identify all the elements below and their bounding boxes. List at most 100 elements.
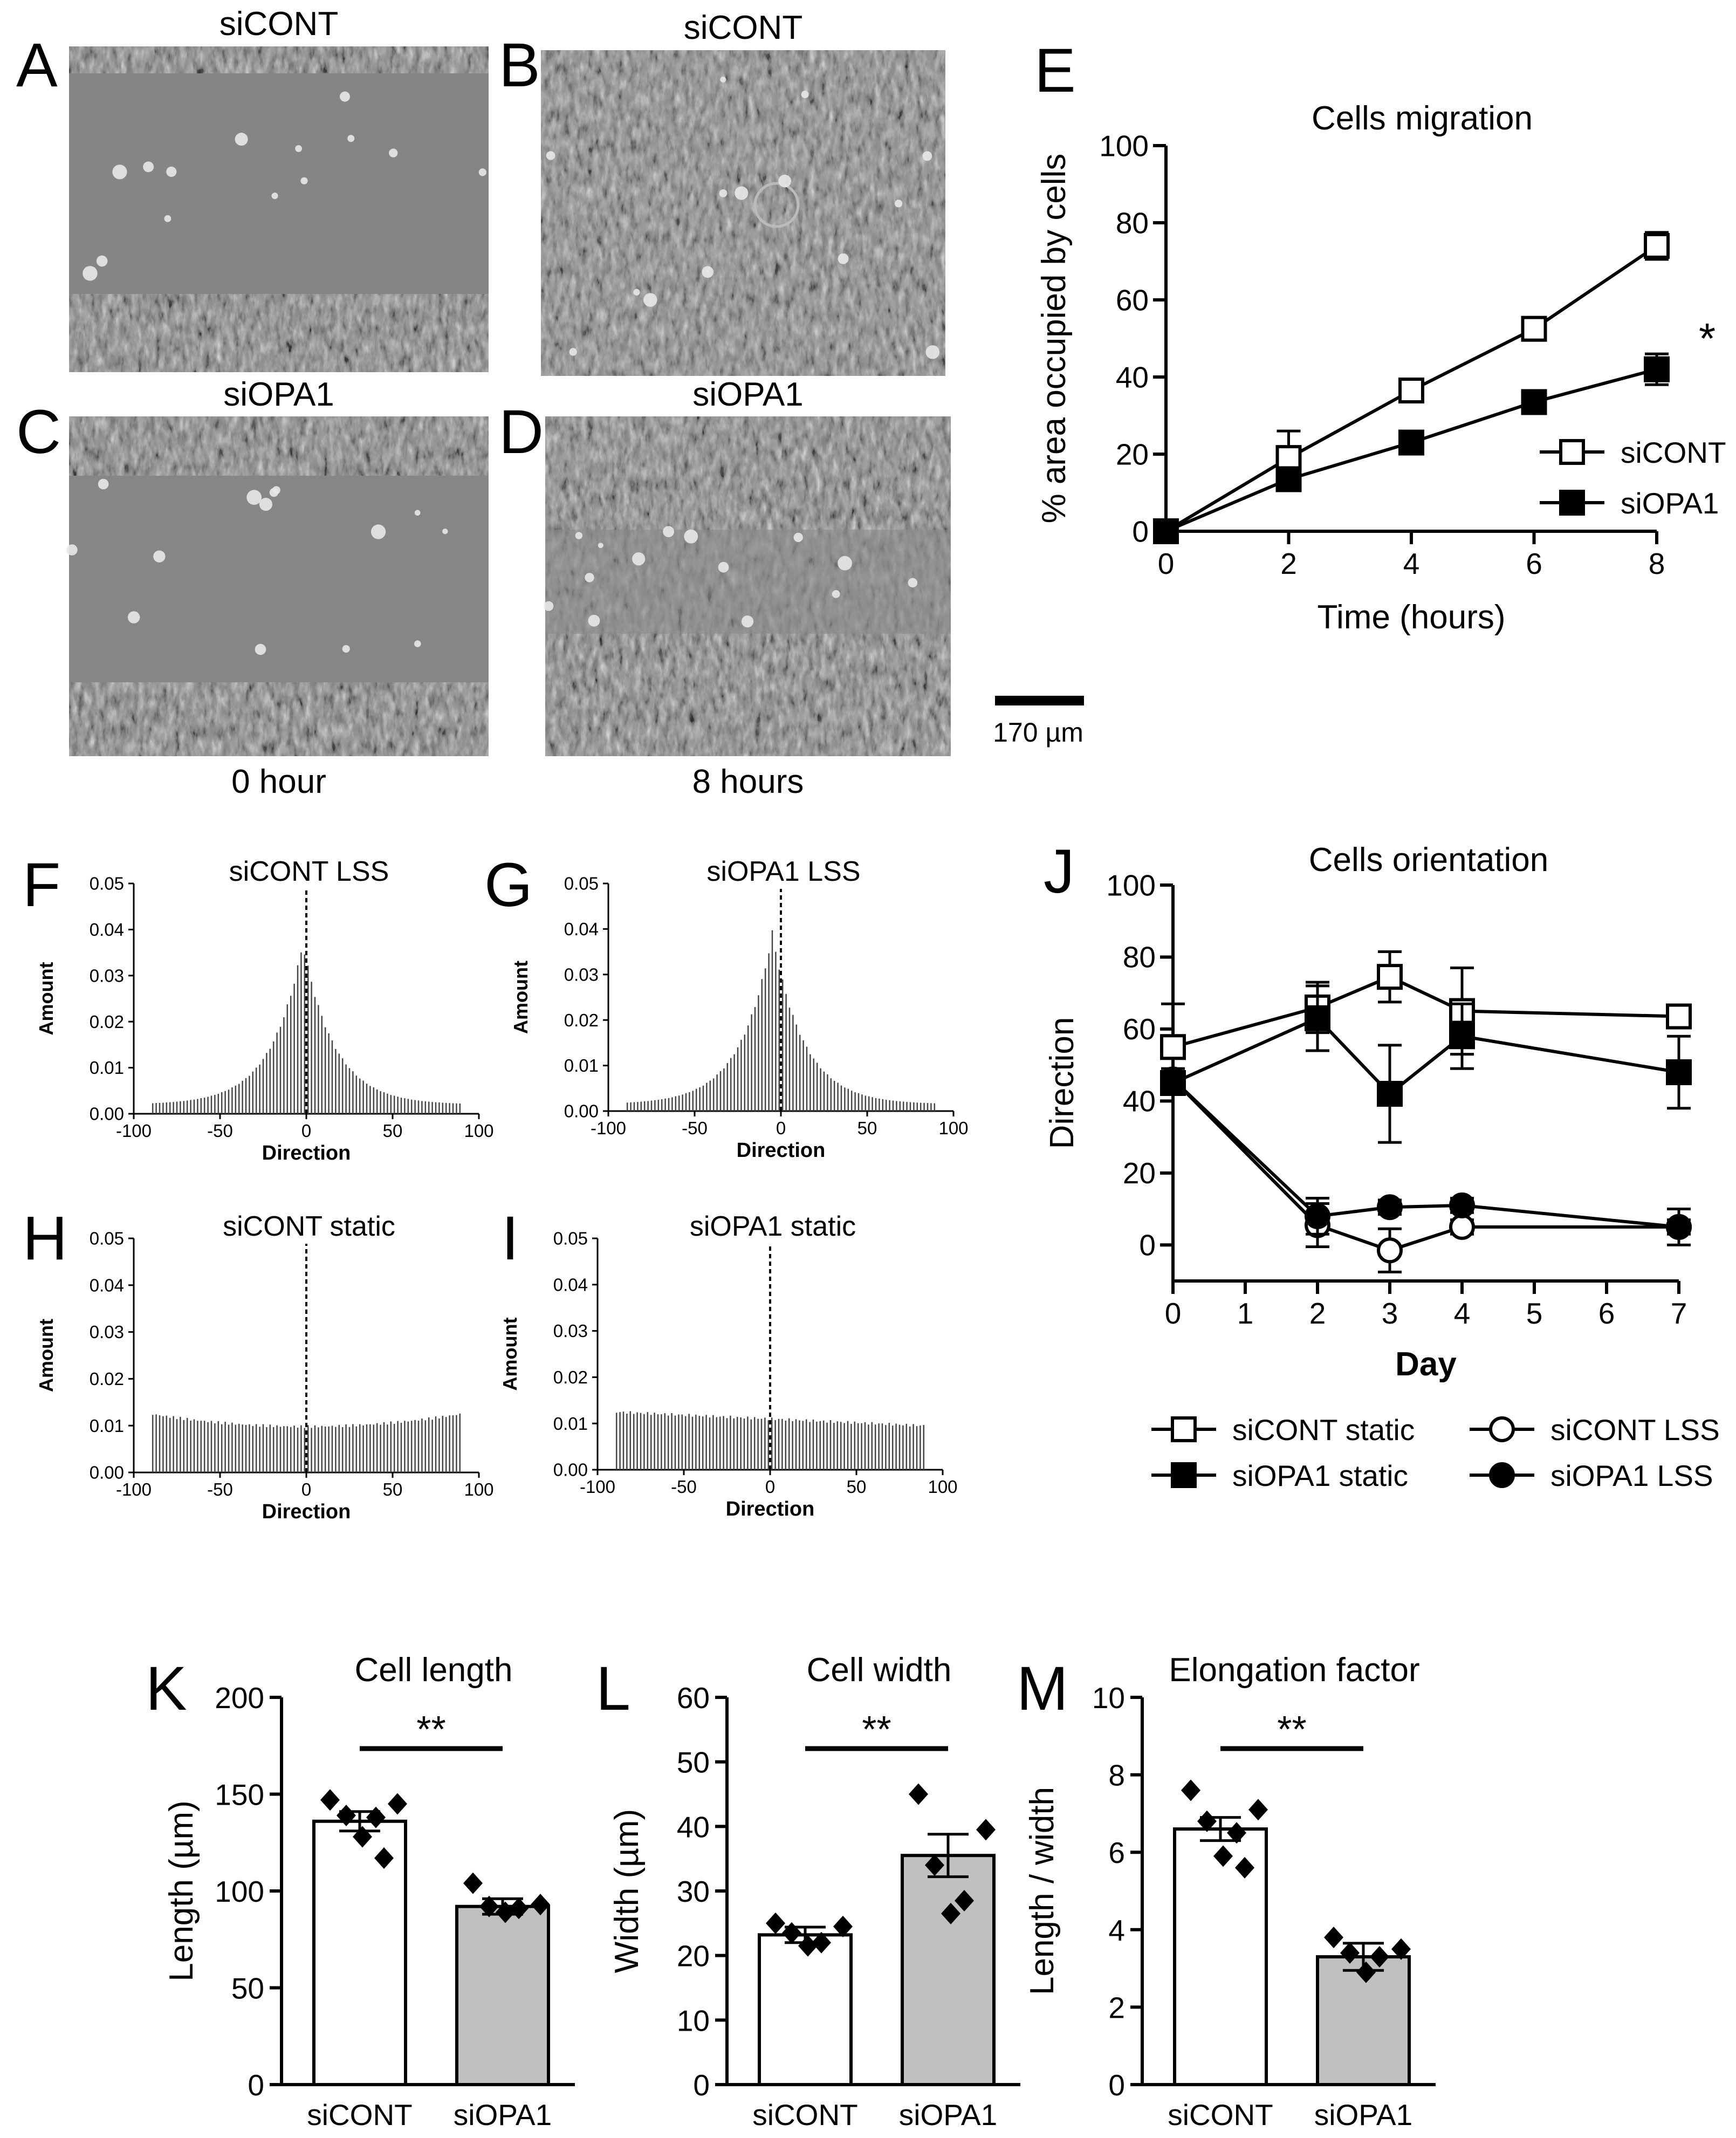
y-tick-label: 0.00	[90, 1463, 124, 1483]
chart-title: siOPA1 static	[690, 1211, 856, 1242]
x-tick-label: 8	[1649, 547, 1665, 580]
bright-spot	[98, 478, 109, 490]
x-tick-label: 0	[301, 1479, 311, 1499]
bright-spot	[778, 174, 792, 188]
y-tick-label: 40	[1123, 1085, 1156, 1118]
x-tick-label: 2	[1309, 1297, 1326, 1330]
data-point	[909, 1783, 928, 1805]
legend-entry-siopa1-lss: siOPA1 LSS	[1470, 1459, 1713, 1492]
x-category-label: siCONT	[752, 2098, 858, 2132]
data-point	[353, 1826, 372, 1848]
data-point	[1377, 964, 1403, 990]
y-tick-label: 0.03	[553, 1321, 588, 1341]
x-tick-label: 100	[938, 1118, 968, 1138]
y-tick-label: 80	[1123, 941, 1156, 974]
data-point	[1370, 1946, 1389, 1968]
x-axis-label: Direction	[737, 1139, 826, 1162]
y-axis-label: Width (µm)	[608, 1809, 646, 1973]
legend-label: siOPA1 LSS	[1550, 1459, 1713, 1492]
chart-title: siCONT static	[223, 1211, 395, 1242]
micrograph-c-label: siOPA1	[223, 376, 334, 413]
x-tick-label: -100	[591, 1118, 626, 1138]
y-tick-label: 0.01	[564, 1056, 599, 1075]
bright-spot	[719, 189, 728, 197]
y-tick-label: 0.04	[90, 920, 124, 940]
data-point	[1377, 1237, 1403, 1264]
panel-letter-k: K	[146, 1654, 187, 1723]
chart-histogram-siopa1-static: -100 -50 0 50 100 0.00 0.01 0.02 0.03 0.04 0.05 siO…	[499, 1211, 958, 1520]
x-tick-label: 50	[847, 1477, 867, 1497]
data-point	[374, 1847, 394, 1869]
bright-spot	[127, 611, 140, 623]
legend-entry-siopa1-static: siOPA1 static	[1151, 1459, 1408, 1492]
bright-spot	[544, 601, 554, 611]
bright-spot	[546, 151, 555, 160]
y-tick-label: 0	[1139, 1229, 1156, 1262]
x-tick-label: -50	[207, 1121, 233, 1141]
data-point	[1305, 1203, 1330, 1229]
data-point	[1181, 1779, 1200, 1801]
chart-histogram-siopa1-lss: -100 -50 0 50 100 0.00 0.01 0.02 0.03 0.04 0.05 siO…	[510, 856, 969, 1162]
bright-spot	[370, 524, 386, 539]
legend-label: siCONT LSS	[1550, 1413, 1720, 1447]
series-sicont-lss	[1160, 1066, 1692, 1273]
bright-spot	[478, 168, 486, 176]
bright-spot	[575, 532, 583, 539]
chart-cell-width: 0 10 20 30 40 50 60 Cell width Width (µm) siCONT s…	[608, 1652, 1020, 2132]
data-point	[925, 1854, 944, 1876]
y-tick-label: 80	[1116, 206, 1149, 239]
data-point	[976, 1819, 996, 1841]
panel-letter-b: B	[499, 31, 540, 100]
bright-spot	[569, 348, 577, 356]
y-tick-label: 0.01	[90, 1416, 124, 1436]
legend-marker	[1559, 490, 1585, 516]
bright-spot	[925, 345, 940, 359]
y-tick-label: 0.02	[553, 1367, 588, 1387]
debris-circle	[753, 182, 800, 228]
chart-title: siOPA1 LSS	[706, 856, 860, 887]
y-tick-label: 0.01	[553, 1414, 588, 1434]
bar-siopa1	[455, 1904, 550, 2086]
y-tick-label: 2	[1108, 1991, 1125, 2024]
bright-spot	[269, 488, 279, 497]
y-tick-label: 10	[1092, 1681, 1125, 1715]
micrograph-a	[69, 46, 489, 372]
panel-letter-c: C	[16, 398, 61, 467]
x-category-label: siCONT	[1168, 2098, 1273, 2132]
x-tick-label: -50	[671, 1477, 697, 1497]
legend-marker	[1489, 1416, 1515, 1442]
bright-spot	[588, 614, 600, 627]
chart-elongation-factor: 0 2 4 6 8 10 Elongation factor Length / width si…	[1024, 1652, 1436, 2132]
bright-spot	[153, 550, 166, 563]
y-tick-label: 8	[1108, 1759, 1125, 1792]
y-axis-label: Amount	[35, 1319, 57, 1392]
bright-spot	[598, 543, 603, 549]
y-axis-label: Length (µm)	[163, 1800, 200, 1982]
y-axis-label: Length / width	[1024, 1787, 1061, 1995]
bar-siopa1	[901, 1854, 996, 2087]
bright-spot	[684, 529, 698, 544]
bright-spot	[702, 266, 714, 278]
data-point	[766, 1912, 785, 1934]
significance-stars: **	[416, 1708, 445, 1750]
chart-title: Cell width	[807, 1652, 952, 1689]
data-point	[1521, 389, 1547, 415]
y-tick-label: 60	[677, 1681, 710, 1715]
data-point	[1227, 1822, 1246, 1844]
data-point	[1235, 1856, 1254, 1879]
bright-spot	[342, 645, 350, 653]
y-tick-label: 0.05	[90, 1229, 124, 1249]
x-tick-label: 6	[1526, 547, 1542, 580]
data-point	[1666, 1059, 1692, 1085]
y-tick-label: 150	[215, 1778, 264, 1812]
bright-spot	[112, 165, 127, 180]
y-tick-label: 6	[1108, 1836, 1125, 1869]
y-axis-label: Amount	[499, 1318, 521, 1391]
bright-spot	[442, 528, 448, 534]
x-category-label: siCONT	[307, 2098, 413, 2132]
y-tick-label: 0.04	[553, 1274, 588, 1294]
bright-spot	[735, 186, 749, 200]
bright-spot	[742, 615, 754, 628]
x-tick-label: -50	[207, 1479, 233, 1499]
